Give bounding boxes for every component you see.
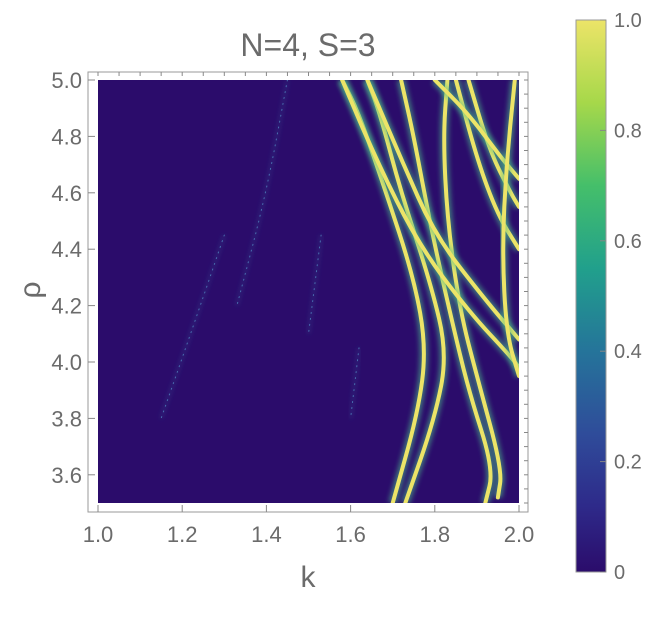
chart-title: N=4, S=3 — [240, 27, 375, 63]
resonance-curve-2 — [399, 80, 493, 503]
resonance-curves — [160, 80, 519, 503]
x-axis: 1.0 1.2 1.4 1.6 1.8 2.0 — [83, 72, 535, 547]
colorbar-tick-label: 0.2 — [614, 452, 642, 474]
y-tick-label: 5.0 — [51, 68, 82, 93]
resonance-curve-11 — [160, 234, 225, 419]
resonance-curve-glow-10 — [235, 80, 289, 306]
resonance-curve-4 — [340, 80, 519, 370]
colorbar-tick-label: 0 — [614, 562, 625, 584]
y-tick-label: 4.2 — [51, 294, 82, 319]
resonance-curve-1 — [365, 80, 446, 503]
resonance-curve-9 — [501, 80, 519, 379]
y-tick-label: 4.6 — [51, 181, 82, 206]
colorbar-tick-label: 1.0 — [614, 10, 642, 32]
y-tick-label: 4.0 — [51, 350, 82, 375]
y-axis: 3.6 3.8 4.0 4.2 4.4 4.6 4.8 5.0 — [51, 68, 528, 504]
colorbar-tick-label: 0.8 — [614, 120, 642, 142]
x-axis-label: k — [301, 561, 317, 594]
x-tick-label: 2.0 — [504, 522, 535, 547]
y-tick-label: 4.4 — [51, 237, 82, 262]
resonance-curve-13 — [350, 347, 360, 419]
y-tick-label: 4.8 — [51, 124, 82, 149]
resonance-curve-5 — [365, 80, 519, 342]
colorbar-tick-label: 0.4 — [614, 341, 642, 363]
colorbar-ticks: 0 0.2 0.4 0.6 0.8 1.0 — [600, 10, 642, 584]
colorbar — [575, 19, 607, 573]
resonance-curve-12 — [308, 234, 322, 335]
x-tick-label: 1.6 — [335, 522, 366, 547]
resonance-curve-8 — [432, 80, 519, 181]
y-tick-label: 3.6 — [51, 463, 82, 488]
x-tick-label: 1.4 — [251, 522, 282, 547]
y-axis-label: ρ — [14, 281, 47, 298]
y-tick-label: 3.8 — [51, 406, 82, 431]
x-tick-label: 1.2 — [167, 522, 198, 547]
x-tick-label: 1.8 — [420, 522, 451, 547]
colorbar-tick-label: 0.6 — [614, 231, 642, 253]
x-tick-label: 1.0 — [83, 522, 114, 547]
resonance-curve-3 — [442, 80, 503, 500]
